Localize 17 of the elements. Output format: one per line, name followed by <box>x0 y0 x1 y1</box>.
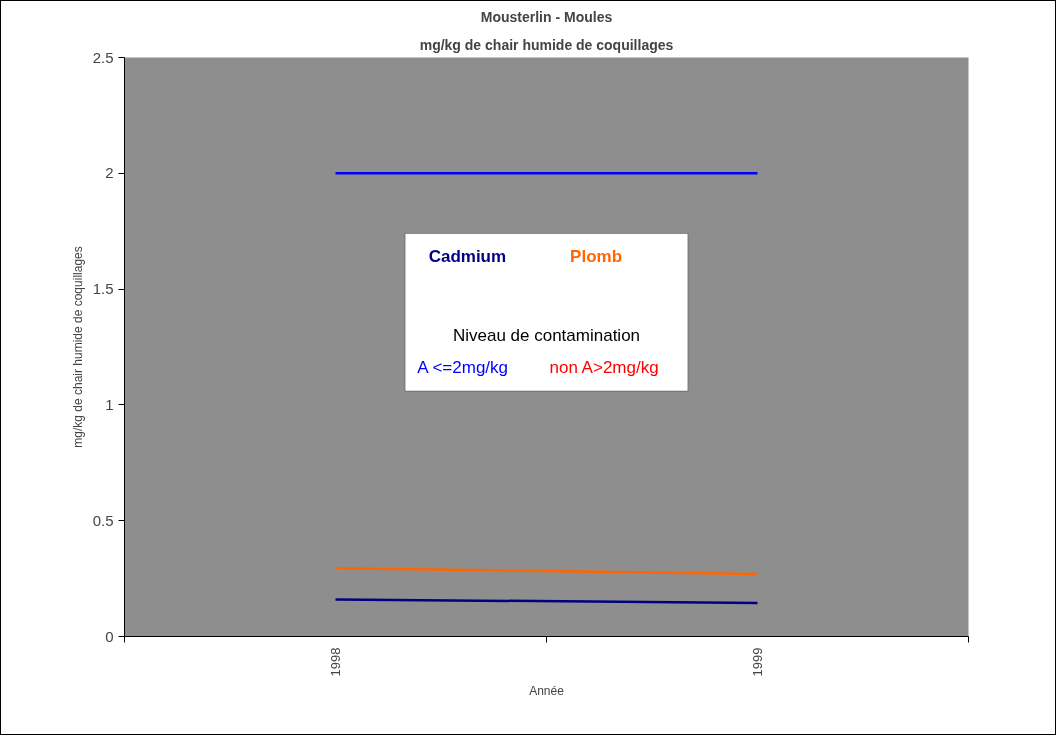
y-tick-label: 2 <box>105 164 114 182</box>
chart-title: Mousterlin - Moules <box>480 8 613 25</box>
y-tick-label: 0 <box>105 627 114 645</box>
legend-title: Niveau de contamination <box>452 325 641 345</box>
y-tick-label: 1.5 <box>92 280 114 298</box>
text: Plomb <box>570 247 623 267</box>
text: Cadmium <box>428 247 507 267</box>
y-axis-title: mg/kg de chair humide de coquillages <box>70 246 85 448</box>
legend-label: non A>2mg/kg <box>549 358 659 378</box>
y-tick-label: 1 <box>105 395 114 413</box>
x-axis-title: Année <box>529 684 565 699</box>
y-tick-label: 0.5 <box>92 511 114 529</box>
x-tick-label: 1998 <box>328 647 343 677</box>
x-tick-label: 1999 <box>750 647 765 677</box>
chart-subtitle: mg/kg de chair humide de coquillages <box>419 36 674 53</box>
text: A <=2mg/kg <box>417 358 509 378</box>
y-tick-label: 2.5 <box>92 48 114 66</box>
